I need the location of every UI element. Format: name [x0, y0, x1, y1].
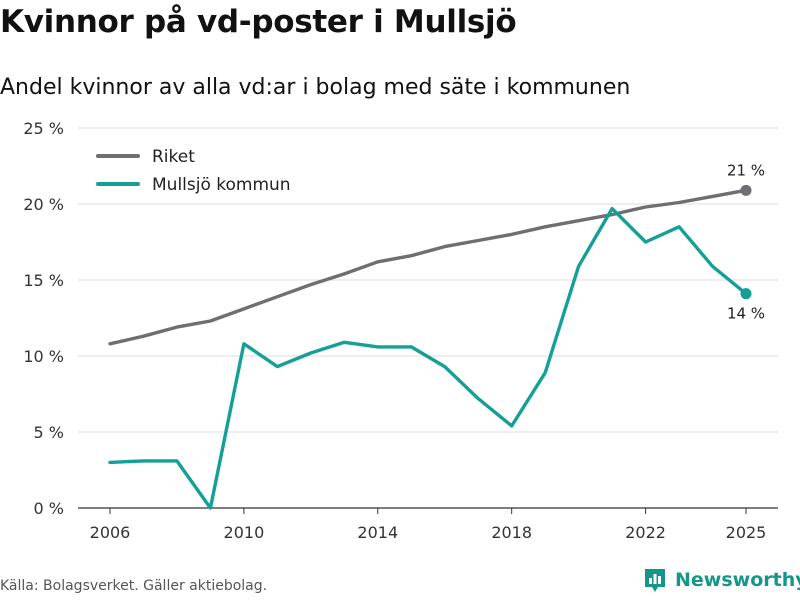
series-end-label-riket: 21 % [727, 161, 765, 179]
x-tick-label: 2006 [90, 523, 131, 542]
series-line-mullsjö-kommun [108, 206, 748, 510]
source-note: Källa: Bolagsverket. Gäller aktiebolag. [0, 578, 268, 594]
legend-label: Riket [152, 147, 195, 167]
series-end-point-riket [740, 184, 752, 196]
series-end-label-mullsjö-kommun: 14 % [727, 305, 765, 323]
y-tick-label: 25 % [23, 119, 64, 138]
x-tick-label: 2018 [491, 523, 532, 542]
y-tick-label: 5 % [34, 423, 64, 442]
chart-title: Kvinnor på vd-poster i Mullsjö [0, 4, 517, 40]
brand-logo: Newsworthy [643, 567, 800, 593]
x-tick-label: 2022 [625, 523, 666, 542]
x-tick-label: 2014 [357, 523, 398, 542]
y-tick-label: 15 % [23, 271, 64, 290]
chart-subtitle: Andel kvinnor av alla vd:ar i bolag med … [0, 75, 631, 100]
y-tick-label: 0 % [34, 499, 64, 518]
newsworthy-logo-icon [645, 569, 665, 592]
x-tick-label: 2025 [726, 523, 767, 542]
series-end-point-mullsjö-kommun [740, 288, 752, 300]
line-chart: 0 % 5 % 10 % 15 % 20 % 25 % 2006 2010 2014 2018 20… [23, 119, 778, 542]
series-line-riket [108, 188, 748, 346]
y-tick-label: 10 % [23, 347, 64, 366]
brand-name: Newsworthy [675, 569, 800, 591]
legend-label: Mullsjö kommun [152, 175, 291, 195]
x-tick-label: 2010 [224, 523, 265, 542]
y-tick-label: 20 % [23, 195, 64, 214]
